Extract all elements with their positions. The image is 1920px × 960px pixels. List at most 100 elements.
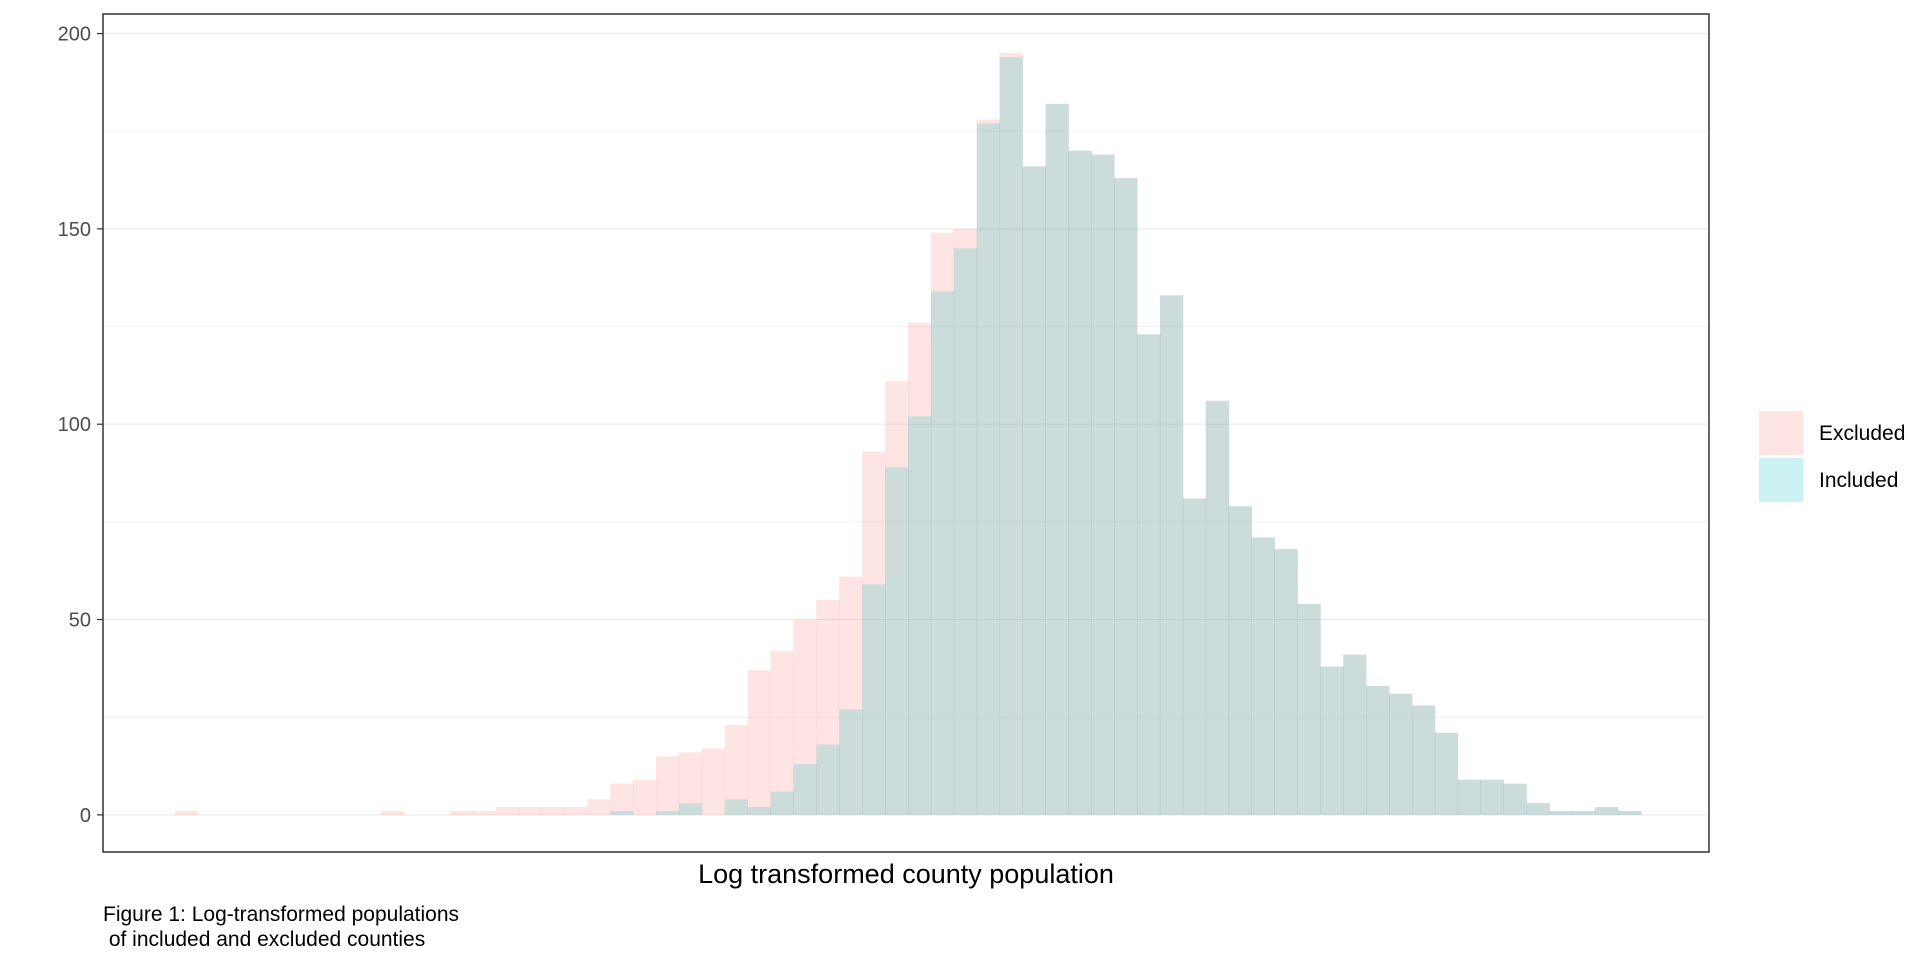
bar-included	[908, 416, 932, 815]
minor-gridlines	[103, 130, 1709, 718]
bar-excluded	[1320, 666, 1344, 815]
bar-excluded	[656, 756, 680, 815]
bar-excluded	[587, 799, 611, 815]
bar-excluded	[701, 748, 726, 815]
bar-excluded	[1297, 603, 1321, 815]
figure-caption: Figure 1: Log-transformed populations of…	[103, 903, 460, 951]
bar-included	[1572, 810, 1596, 815]
bar-included	[1182, 498, 1207, 815]
bar-included	[1114, 178, 1138, 815]
bar-included	[839, 709, 863, 815]
histogram-bars	[175, 53, 1642, 815]
bar-excluded	[610, 783, 634, 815]
bar-included	[656, 810, 680, 815]
bar-included	[1022, 166, 1046, 815]
bar-excluded	[1503, 783, 1527, 815]
bar-excluded	[1228, 506, 1252, 815]
bar-excluded	[1526, 803, 1550, 815]
plot-background	[103, 14, 1709, 852]
bar-included	[1389, 693, 1413, 815]
bar-included	[1251, 537, 1275, 815]
bar-excluded	[976, 119, 1001, 815]
bar-excluded	[495, 807, 519, 815]
bar-included	[793, 764, 817, 815]
bar-excluded	[1068, 150, 1092, 815]
bar-excluded	[999, 53, 1023, 815]
bar-excluded	[908, 322, 932, 815]
bar-excluded	[1343, 654, 1367, 815]
series-excluded	[175, 53, 1642, 815]
bar-included	[1297, 603, 1321, 815]
plot-border	[102, 13, 1710, 853]
y-axis-ticks: 0 50 100 150 200	[58, 24, 103, 827]
series-included	[610, 56, 1642, 815]
bar-excluded	[1114, 178, 1138, 815]
bar-excluded	[1457, 779, 1482, 815]
major-gridlines	[103, 32, 1709, 816]
y-tick-label: 0	[80, 805, 91, 827]
bar-excluded	[1434, 732, 1459, 815]
bar-included	[770, 791, 794, 815]
legend-label-included: Included	[1819, 469, 1898, 492]
bar-included	[816, 744, 840, 815]
bar-included	[1068, 150, 1092, 815]
bar-included	[1549, 810, 1573, 815]
bar-included	[953, 248, 978, 815]
bar-excluded	[1366, 685, 1390, 815]
bar-excluded	[862, 451, 886, 815]
legend-key-included	[1759, 458, 1803, 502]
bar-excluded	[1182, 498, 1207, 815]
bar-excluded	[449, 810, 474, 815]
bar-excluded	[816, 600, 840, 815]
bar-excluded	[1091, 154, 1115, 815]
bar-excluded	[747, 670, 771, 815]
bar-excluded	[518, 807, 542, 815]
bar-included	[1320, 666, 1344, 815]
bar-included	[1411, 705, 1436, 815]
bar-excluded	[885, 381, 909, 815]
bar-excluded	[1274, 549, 1298, 815]
bar-excluded	[1045, 103, 1069, 815]
x-axis-title: Log transformed county population	[698, 859, 1114, 889]
bar-included	[976, 123, 1001, 815]
bar-included	[610, 810, 634, 815]
bar-excluded	[1549, 810, 1573, 815]
bar-excluded	[1251, 537, 1275, 815]
bar-excluded	[839, 576, 863, 815]
bar-included	[1045, 103, 1069, 815]
bar-included	[1526, 803, 1550, 815]
bar-excluded	[1572, 810, 1596, 815]
bar-excluded	[564, 807, 588, 815]
bar-included	[1343, 654, 1367, 815]
y-tick-label: 150	[58, 219, 91, 241]
bar-included	[862, 584, 886, 815]
bar-included	[1457, 779, 1482, 815]
bar-included	[1159, 295, 1184, 815]
bar-included	[1137, 334, 1161, 815]
bar-excluded	[724, 725, 749, 815]
bar-excluded	[1480, 779, 1504, 815]
legend-label-excluded: Excluded	[1819, 422, 1905, 445]
bar-excluded	[1022, 166, 1046, 815]
bar-included	[1618, 810, 1642, 815]
bar-included	[1205, 400, 1230, 815]
bar-included	[1434, 732, 1459, 815]
bar-excluded	[930, 232, 955, 815]
bar-included	[999, 56, 1023, 815]
bar-included	[1595, 807, 1619, 815]
bar-excluded	[1595, 807, 1619, 815]
bar-excluded	[1618, 810, 1642, 815]
bar-excluded	[1137, 334, 1161, 815]
bar-included	[1274, 549, 1298, 815]
bar-excluded	[1389, 693, 1413, 815]
bar-included	[1503, 783, 1527, 815]
bar-included	[930, 291, 955, 815]
bar-included	[747, 807, 771, 815]
bar-excluded	[793, 619, 817, 815]
bar-excluded	[381, 810, 405, 815]
bar-included	[724, 799, 749, 815]
bar-excluded	[1205, 400, 1230, 815]
bar-included	[1480, 779, 1504, 815]
bar-excluded	[1159, 295, 1184, 815]
